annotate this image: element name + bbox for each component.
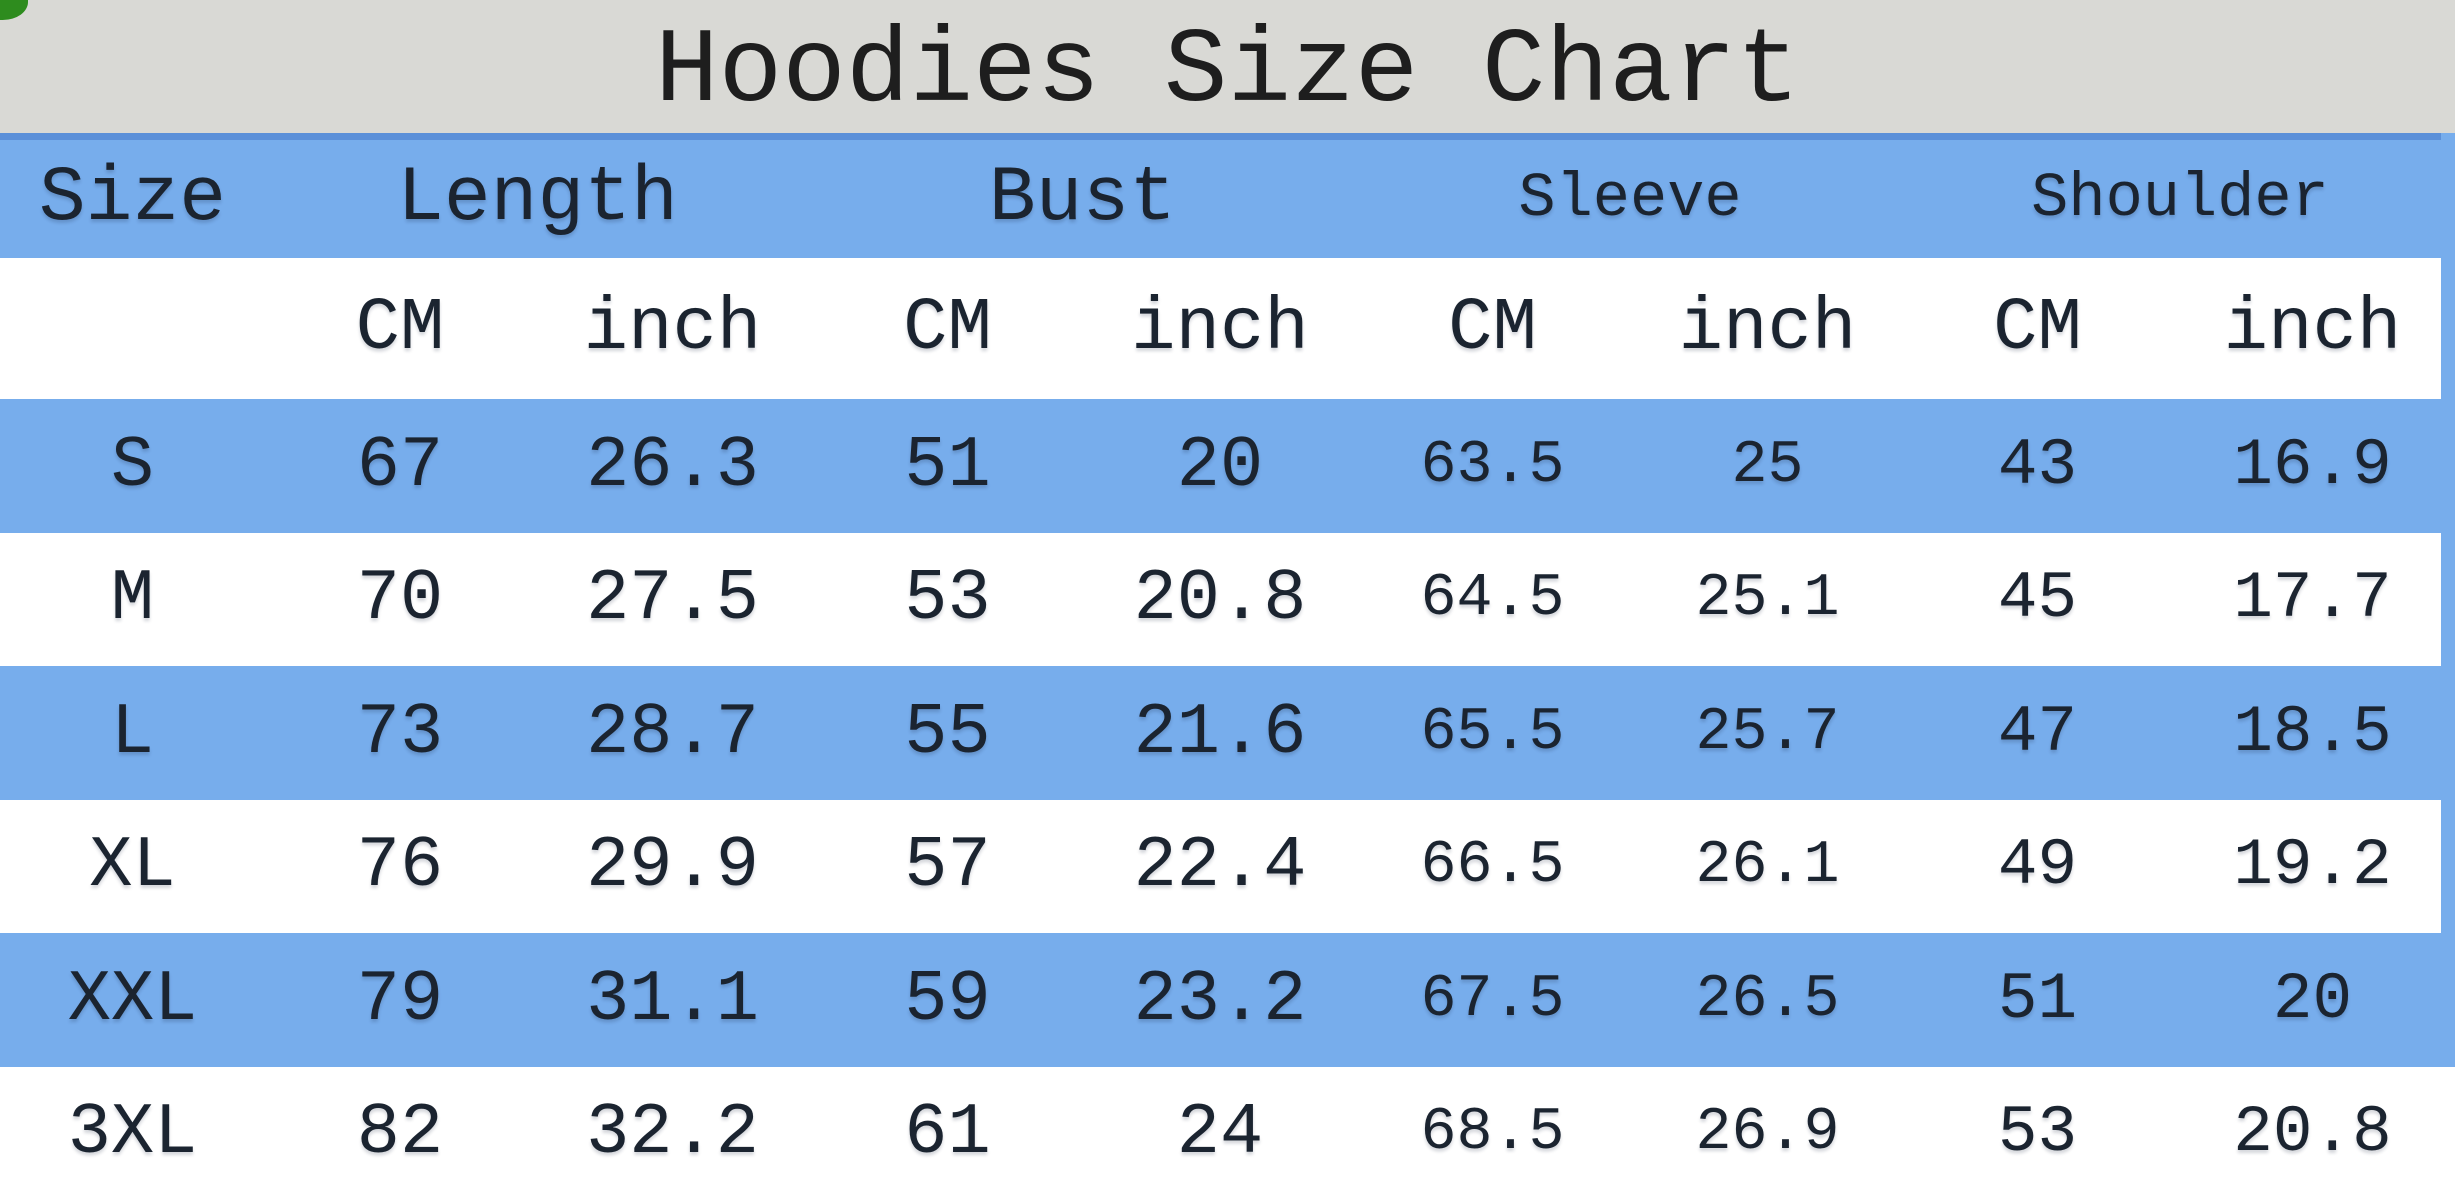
size-label: 3XL bbox=[67, 1092, 198, 1175]
unit-inch-length: inch bbox=[583, 286, 762, 371]
cell-shoulder-inch: 17.7 bbox=[2233, 561, 2392, 637]
cell-shoulder-inch: 16.9 bbox=[2233, 427, 2392, 503]
cell-length-inch: 32.2 bbox=[586, 1092, 759, 1175]
table-row: L 73 28.7 55 21.6 65.5 25.7 47 18.5 bbox=[0, 666, 2455, 800]
right-edge-stripe bbox=[2441, 133, 2455, 1067]
column-header-size: Size bbox=[38, 155, 227, 243]
cell-shoulder-inch: 20 bbox=[2272, 961, 2353, 1037]
cell-shoulder-cm: 51 bbox=[1997, 961, 2078, 1037]
table-row: XXL 79 31.1 59 23.2 67.5 26.5 51 20 bbox=[0, 933, 2455, 1067]
cell-bust-cm: 53 bbox=[904, 558, 991, 641]
size-label: XL bbox=[89, 825, 176, 908]
unit-inch-bust: inch bbox=[1131, 286, 1309, 371]
cell-shoulder-cm: 53 bbox=[1997, 1095, 2078, 1171]
cell-bust-inch: 20.8 bbox=[1133, 558, 1307, 641]
cell-sleeve-inch: 26.5 bbox=[1695, 965, 1840, 1034]
cell-shoulder-cm: 43 bbox=[1997, 427, 2078, 503]
cell-shoulder-cm: 47 bbox=[1997, 694, 2078, 770]
table-units-row: CM inch CM inch CM inch CM inch bbox=[0, 258, 2455, 399]
cell-shoulder-inch: 18.5 bbox=[2233, 694, 2392, 770]
cell-sleeve-inch: 25.7 bbox=[1695, 698, 1840, 767]
column-header-shoulder: Shoulder bbox=[2031, 163, 2329, 234]
column-header-sleeve: Sleeve bbox=[1518, 163, 1742, 234]
cell-shoulder-cm: 45 bbox=[1997, 561, 2078, 637]
cell-shoulder-inch: 19.2 bbox=[2233, 828, 2392, 904]
table-body: S 67 26.3 51 20 63.5 25 43 16.9 M 70 27.5 53 20.8 64.5… bbox=[0, 399, 2455, 1200]
cell-sleeve-cm: 63.5 bbox=[1420, 431, 1565, 500]
cell-shoulder-cm: 49 bbox=[1997, 828, 2078, 904]
unit-cm-sleeve: CM bbox=[1448, 286, 1537, 371]
cell-length-cm: 73 bbox=[356, 691, 444, 774]
cell-bust-cm: 51 bbox=[904, 424, 991, 507]
page-title: Hoodies Size Chart bbox=[655, 11, 1800, 132]
cell-length-inch: 29.9 bbox=[586, 825, 759, 908]
cell-length-cm: 70 bbox=[356, 558, 444, 641]
cell-bust-cm: 57 bbox=[904, 825, 991, 908]
cell-bust-inch: 21.6 bbox=[1133, 691, 1307, 774]
cell-bust-inch: 23.2 bbox=[1133, 958, 1307, 1041]
table-row: XL 76 29.9 57 22.4 66.5 26.1 49 19.2 bbox=[0, 799, 2455, 933]
cell-length-cm: 76 bbox=[356, 825, 444, 908]
cell-length-inch: 26.3 bbox=[586, 424, 759, 507]
unit-inch-shoulder: inch bbox=[2223, 286, 2402, 371]
unit-inch-sleeve: inch bbox=[1678, 286, 1857, 371]
table-row: M 70 27.5 53 20.8 64.5 25.1 45 17.7 bbox=[0, 532, 2455, 666]
size-label: M bbox=[110, 558, 155, 641]
table-row: 3XL 82 32.2 61 24 68.5 26.9 53 20.8 bbox=[0, 1066, 2455, 1200]
cell-length-inch: 28.7 bbox=[586, 691, 759, 774]
cell-length-cm: 79 bbox=[356, 958, 444, 1041]
table-row: S 67 26.3 51 20 63.5 25 43 16.9 bbox=[0, 399, 2455, 533]
cell-sleeve-cm: 65.5 bbox=[1420, 698, 1565, 767]
cell-sleeve-cm: 68.5 bbox=[1420, 1099, 1565, 1168]
cell-length-cm: 67 bbox=[356, 424, 444, 507]
cell-length-cm: 82 bbox=[356, 1092, 444, 1175]
size-label: XXL bbox=[67, 958, 198, 1041]
cell-bust-inch: 22.4 bbox=[1133, 825, 1307, 908]
cell-bust-cm: 55 bbox=[904, 691, 991, 774]
unit-cm-bust: CM bbox=[903, 286, 992, 371]
cell-bust-inch: 20 bbox=[1176, 424, 1264, 507]
cell-sleeve-cm: 64.5 bbox=[1420, 565, 1565, 634]
column-header-bust: Bust bbox=[988, 155, 1177, 243]
cell-sleeve-inch: 26.9 bbox=[1695, 1099, 1840, 1168]
cell-bust-cm: 61 bbox=[904, 1092, 991, 1175]
size-label: L bbox=[110, 691, 155, 774]
cell-bust-cm: 59 bbox=[904, 958, 991, 1041]
cell-length-inch: 31.1 bbox=[586, 958, 759, 1041]
cell-sleeve-cm: 67.5 bbox=[1420, 965, 1565, 1034]
title-band: Hoodies Size Chart bbox=[0, 0, 2455, 133]
size-label: S bbox=[110, 424, 155, 507]
cell-length-inch: 27.5 bbox=[586, 558, 759, 641]
cell-sleeve-inch: 25 bbox=[1731, 431, 1804, 500]
cell-sleeve-cm: 66.5 bbox=[1420, 832, 1565, 901]
unit-cm-shoulder: CM bbox=[1993, 286, 2082, 371]
column-header-length: Length bbox=[397, 155, 678, 243]
cell-shoulder-inch: 20.8 bbox=[2233, 1095, 2392, 1171]
table-header-row: Size Length Bust Sleeve Shoulder bbox=[0, 133, 2455, 258]
cell-sleeve-inch: 26.1 bbox=[1695, 832, 1840, 901]
cell-sleeve-inch: 25.1 bbox=[1695, 565, 1840, 634]
cell-bust-inch: 24 bbox=[1176, 1092, 1264, 1175]
unit-cm-length: CM bbox=[355, 286, 445, 371]
